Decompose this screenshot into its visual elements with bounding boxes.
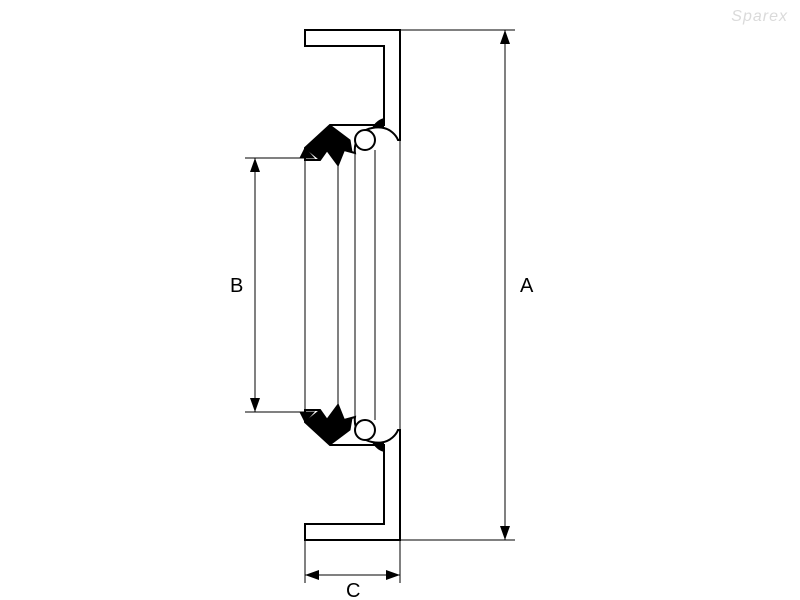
dimension-b: B	[230, 158, 300, 412]
arrow-b-top	[250, 158, 260, 172]
dimension-a: A	[400, 30, 534, 540]
label-b: B	[230, 275, 243, 297]
arrow-a-bot	[500, 526, 510, 540]
projection-lines	[305, 140, 400, 430]
label-a: A	[520, 275, 534, 297]
seal-bottom-half	[300, 405, 400, 540]
label-c: C	[346, 580, 360, 600]
diagram-svg: A B C	[0, 0, 800, 600]
arrow-a-top	[500, 30, 510, 44]
case-inner-corner-top	[372, 118, 384, 128]
dimension-c: C	[305, 540, 400, 600]
garter-spring-top	[355, 130, 375, 150]
seal-top-half	[300, 30, 400, 165]
case-inner-corner-bot	[372, 442, 384, 452]
arrow-c-left	[305, 570, 319, 580]
arrow-b-bot	[250, 398, 260, 412]
seal-diagram: A B C	[0, 0, 800, 600]
arrow-c-right	[386, 570, 400, 580]
watermark: Sparex	[731, 8, 788, 26]
garter-spring-bot	[355, 420, 375, 440]
